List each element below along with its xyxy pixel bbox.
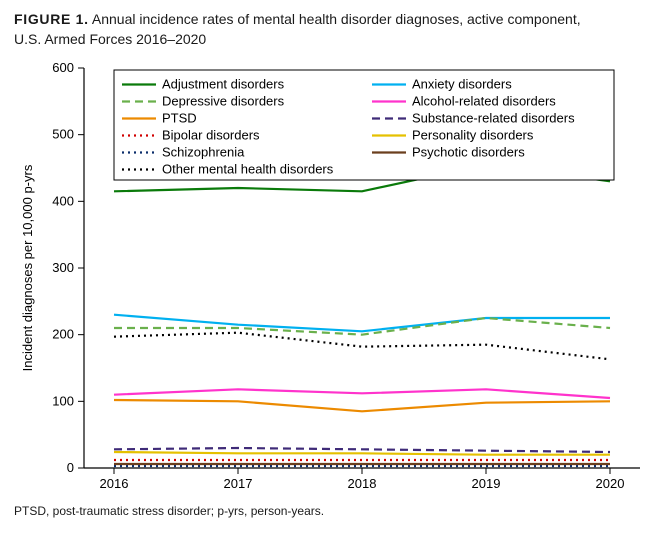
y-tick-label: 100 <box>52 394 74 409</box>
y-tick-label: 500 <box>52 127 74 142</box>
legend-label: Depressive disorders <box>162 94 285 109</box>
series-line <box>114 400 610 411</box>
legend-label: Psychotic disorders <box>412 145 525 160</box>
x-tick-label: 2019 <box>472 476 501 491</box>
x-tick-label: 2020 <box>596 476 625 491</box>
figure-label: FIGURE 1. <box>14 11 89 27</box>
legend-label: Anxiety disorders <box>412 77 512 92</box>
figure-title-line1: FIGURE 1. Annual incidence rates of ment… <box>14 10 652 28</box>
series-line <box>114 448 610 452</box>
series-line <box>114 333 610 360</box>
figure-footnote: PTSD, post-traumatic stress disorder; p-… <box>14 504 652 518</box>
legend-label: Bipolar disorders <box>162 128 260 143</box>
legend-label: Adjustment disorders <box>162 77 285 92</box>
y-tick-label: 0 <box>67 460 74 475</box>
figure-container: FIGURE 1. Annual incidence rates of ment… <box>0 0 666 536</box>
y-tick-label: 400 <box>52 194 74 209</box>
y-axis-title: Incident diagnoses per 10,000 p-yrs <box>20 165 35 372</box>
line-chart: 0 100 200 300 400 500 600 Incident diagnoses pe… <box>14 50 660 500</box>
series-line <box>114 452 610 455</box>
y-tick-label: 300 <box>52 260 74 275</box>
legend-label: Substance-related disorders <box>412 111 575 126</box>
series-line <box>114 390 610 399</box>
legend-label: PTSD <box>162 111 197 126</box>
y-tick-label: 200 <box>52 327 74 342</box>
legend-label: Personality disorders <box>412 128 534 143</box>
x-tick-label: 2016 <box>100 476 129 491</box>
figure-title-rest: Annual incidence rates of mental health … <box>89 11 581 27</box>
legend-label: Schizophrenia <box>162 145 245 160</box>
x-tick-label: 2018 <box>348 476 377 491</box>
y-tick-label: 600 <box>52 60 74 75</box>
figure-title-line2: U.S. Armed Forces 2016–2020 <box>14 30 652 48</box>
legend-label: Other mental health disorders <box>162 162 334 177</box>
legend-label: Alcohol-related disorders <box>412 94 556 109</box>
x-tick-label: 2017 <box>224 476 253 491</box>
